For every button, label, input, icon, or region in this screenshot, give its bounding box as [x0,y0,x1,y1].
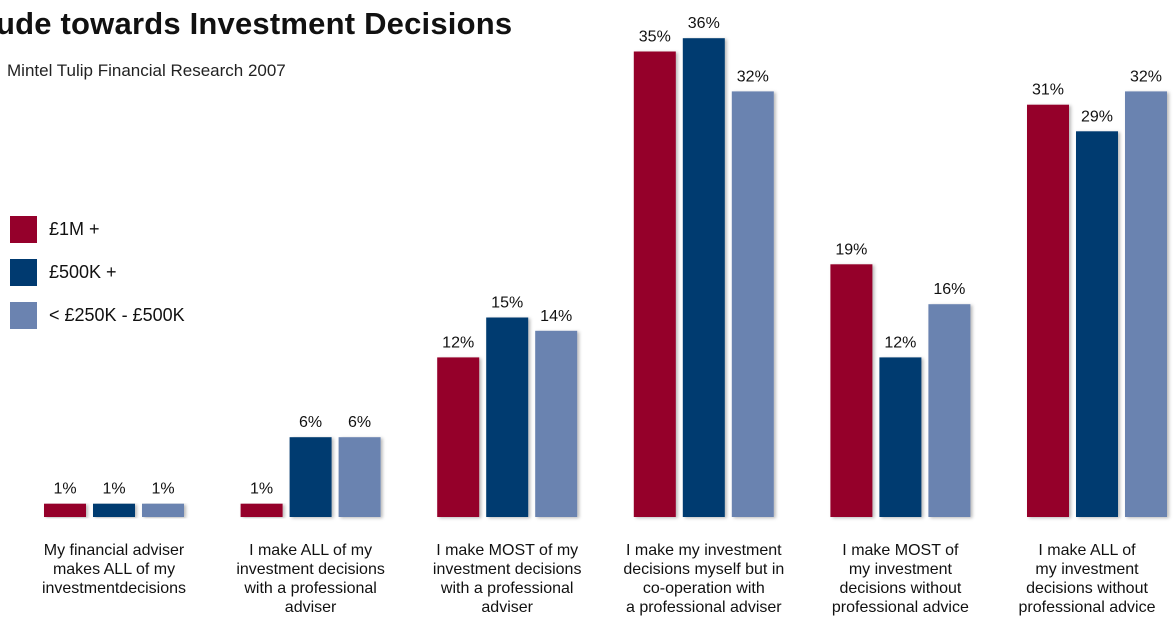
data-label-cat4-series3: 32% [737,68,769,85]
legend-swatch-250k-500k [10,301,37,329]
bar-cat4-series1 [633,51,676,517]
category-label-4: I make my investment decisions myself bu… [623,542,785,616]
category-label-2: I make ALL of my investment decisions wi… [236,542,385,616]
data-label-cat5-series1: 19% [835,241,867,258]
data-label-cat2-series2: 6% [299,414,322,431]
bar-cat4-series3 [731,91,774,518]
bar-cat6-series1 [1027,104,1069,517]
bar-cat5-series3 [928,304,971,517]
legend-item-500k: £500K + [10,258,185,286]
legend-label-1m: £1M + [49,218,100,239]
data-label-cat5-series3: 16% [933,281,965,298]
bar-cat5-series2 [879,357,922,517]
legend: £1M + £500K + < £250K - £500K [10,215,185,344]
bar-cat6-series3 [1125,91,1167,518]
data-label-cat4-series2: 36% [688,15,720,32]
data-label-cat1-series3: 1% [151,481,174,498]
data-label-cat1-series1: 1% [53,481,76,498]
legend-label-250k-500k: < £250K - £500K [49,304,185,325]
chart-title: ude towards Investment Decisions [0,6,513,41]
bar-cat1-series1 [44,503,86,517]
data-label-cat2-series3: 6% [348,414,371,431]
bar-cat1-series2 [93,503,135,517]
data-label-cat6-series1: 31% [1032,82,1064,99]
legend-label-500k: £500K + [49,261,117,282]
bar-cat6-series2 [1076,131,1118,518]
data-label-cat3-series1: 12% [442,334,474,351]
category-label-5: I make MOST of my investment decisions w… [831,542,969,616]
legend-item-250k-500k: < £250K - £500K [10,301,185,329]
bar-cat3-series3 [535,330,578,517]
legend-swatch-1m [10,215,37,243]
bar-cat1-series3 [142,503,184,517]
data-label-cat3-series2: 15% [491,295,523,312]
data-label-cat2-series1: 1% [250,481,273,498]
data-label-cat5-series2: 12% [884,334,916,351]
chart-subtitle: Mintel Tulip Financial Research 2007 [7,61,286,80]
bar-cat5-series1 [830,264,873,517]
bar-cat2-series2 [289,437,332,517]
legend-swatch-500k [10,258,37,286]
bar-cat2-series1 [240,503,283,517]
data-label-cat6-series3: 32% [1130,68,1162,85]
category-label-3: I make MOST of my investment decisions w… [432,542,582,616]
data-label-cat4-series1: 35% [639,29,671,46]
data-label-cat1-series2: 1% [102,481,125,498]
bar-cat2-series3 [338,437,381,517]
data-label-cat6-series2: 29% [1081,108,1113,125]
category-label-1: My financial adviser makes ALL of my inv… [41,542,187,597]
bar-cat3-series2 [486,317,529,517]
data-label-cat3-series3: 14% [540,308,572,325]
category-label-6: I make ALL of my investment decisions wi… [1018,542,1156,616]
bar-cat4-series2 [682,38,725,517]
bar-cat3-series1 [437,357,480,517]
legend-item-1m: £1M + [10,215,185,243]
